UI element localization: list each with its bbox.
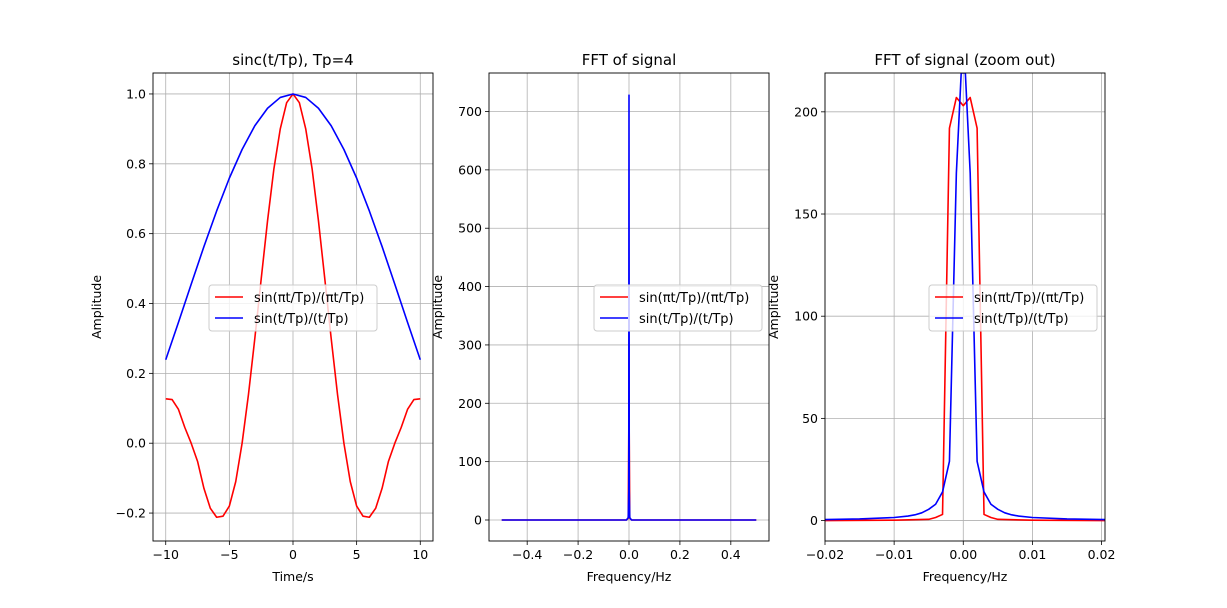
y-tick-label: 0.4: [126, 296, 146, 311]
y-tick-label: 100: [458, 454, 482, 469]
x-tick-label: 0.4: [721, 547, 741, 562]
x-tick-label: −10: [153, 547, 179, 562]
x-tick-label: −0.2: [563, 547, 593, 562]
series-line-2: [825, 73, 1105, 521]
y-tick-label: 600: [458, 162, 482, 177]
y-tick-label: 0: [474, 512, 482, 527]
x-tick-label: −0.4: [512, 547, 542, 562]
x-tick-label: −0.02: [806, 547, 844, 562]
legend-label: sin(t/Tp)/(t/Tp): [639, 312, 734, 327]
chart-2: −0.4 −0.2 0.0 0.2 0.4 0 100 200 300 400 500 600 700 F…: [430, 51, 770, 584]
x-tick-label: 0.0: [619, 547, 639, 562]
y-axis-label: Amplitude: [430, 275, 445, 339]
x-tick-label: 0.01: [1018, 547, 1046, 562]
legend: sin(πt/Tp)/(πt/Tp) sin(t/Tp)/(t/Tp): [593, 284, 763, 332]
y-tick-label: 400: [458, 279, 482, 294]
y-tick-label: 100: [794, 309, 818, 324]
y-tick-label: 700: [458, 104, 482, 119]
legend-box: [928, 284, 1098, 332]
legend: sin(πt/Tp)/(πt/Tp) sin(t/Tp)/(t/Tp): [928, 284, 1098, 332]
y-tick-label: 200: [794, 104, 818, 119]
x-tick-label: 0.02: [1088, 547, 1116, 562]
y-tick-label: 0.2: [126, 366, 146, 381]
y-tick-label: 300: [458, 337, 482, 352]
chart-1: −10 −5 0 5 10 −0.2 0.0 0.2 0.4 0.6 0.8 1.0 sinc(t/Tp…: [89, 51, 434, 584]
legend-label: sin(πt/Tp)/(πt/Tp): [974, 291, 1084, 306]
y-tick-label: 150: [794, 207, 818, 222]
y-tick-label: −0.2: [116, 506, 146, 521]
series-line-2: [501, 94, 757, 521]
y-axis-label: Amplitude: [89, 275, 104, 339]
chart-3: −0.02 −0.01 0.00 0.01 0.02 0 50 100 150 200 FFT of…: [766, 51, 1115, 584]
y-tick-label: 0: [810, 513, 818, 528]
chart-title: sinc(t/Tp), Tp=4: [232, 51, 353, 69]
legend-label: sin(t/Tp)/(t/Tp): [974, 312, 1069, 327]
chart-title: FFT of signal: [582, 51, 677, 69]
chart-title: FFT of signal (zoom out): [874, 51, 1055, 69]
x-axis-label: Frequency/Hz: [587, 569, 672, 584]
legend-label: sin(πt/Tp)/(πt/Tp): [254, 291, 364, 306]
series-line-2: [164, 93, 422, 360]
y-tick-label: 0.8: [126, 156, 146, 171]
x-tick-label: 5: [353, 547, 361, 562]
y-tick-label: 50: [802, 411, 818, 426]
x-tick-label: 0.00: [949, 547, 977, 562]
y-tick-label: 200: [458, 396, 482, 411]
x-tick-label: −0.01: [875, 547, 913, 562]
y-tick-label: 500: [458, 221, 482, 236]
x-tick-label: 10: [412, 547, 428, 562]
y-axis-label: Amplitude: [766, 275, 781, 339]
legend-box: [593, 284, 763, 332]
legend: sin(πt/Tp)/(πt/Tp) sin(t/Tp)/(t/Tp): [208, 284, 378, 332]
x-tick-label: 0: [289, 547, 297, 562]
y-tick-label: 0.0: [126, 436, 146, 451]
x-axis-label: Frequency/Hz: [923, 569, 1008, 584]
legend-label: sin(t/Tp)/(t/Tp): [254, 312, 349, 327]
x-tick-label: −5: [220, 547, 238, 562]
legend-label: sin(πt/Tp)/(πt/Tp): [639, 291, 749, 306]
series-line-1: [825, 96, 1105, 522]
y-tick-label: 1.0: [126, 86, 146, 101]
x-axis-label: Time/s: [271, 569, 313, 584]
legend-box: [208, 284, 378, 332]
axes-frame: [824, 72, 1106, 542]
y-tick-label: 0.6: [126, 226, 146, 241]
x-tick-label: 0.2: [670, 547, 690, 562]
